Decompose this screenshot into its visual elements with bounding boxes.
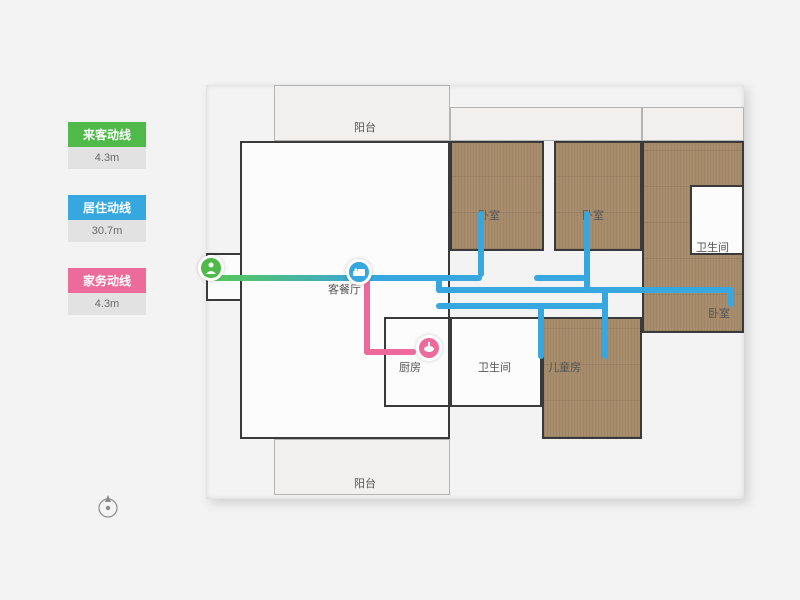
legend: 来客动线 4.3m 居住动线 30.7m 家务动线 4.3m <box>68 122 146 341</box>
room-label-balcony-top: 阳台 <box>354 119 376 135</box>
flow-segment <box>478 211 484 277</box>
room-label-kitchen: 厨房 <box>399 359 421 375</box>
flow-segment <box>364 279 370 355</box>
flow-segment <box>206 275 366 281</box>
legend-guest-value: 4.3m <box>68 147 146 169</box>
legend-living-label: 居住动线 <box>68 195 146 220</box>
flow-segment <box>534 275 588 281</box>
room-balcony-r1 <box>450 107 642 141</box>
room-label-balcony-bottom: 阳台 <box>354 475 376 491</box>
flow-segment <box>364 349 416 355</box>
room-label-bath-r: 卫生间 <box>696 239 729 255</box>
room-label-bedroom3: 卧室 <box>708 305 730 321</box>
compass-icon <box>94 492 122 520</box>
legend-house-value: 4.3m <box>68 293 146 315</box>
legend-house-label: 家务动线 <box>68 268 146 293</box>
room-bedroom2 <box>554 141 642 251</box>
legend-living-value: 30.7m <box>68 220 146 242</box>
house-flow-icon <box>416 335 442 361</box>
flow-segment <box>436 303 606 309</box>
room-children <box>542 317 642 439</box>
floor-plan: 阳台客餐厅卧室卧室卧室卫生间儿童房卫生间厨房阳台 <box>206 85 744 499</box>
flow-segment <box>728 287 734 307</box>
legend-item-guest: 来客动线 4.3m <box>68 122 146 169</box>
guest-flow-icon <box>198 255 224 281</box>
flow-segment <box>602 287 608 359</box>
room-bedroom1 <box>450 141 544 251</box>
legend-item-living: 居住动线 30.7m <box>68 195 146 242</box>
legend-item-house: 家务动线 4.3m <box>68 268 146 315</box>
room-label-bath-c: 卫生间 <box>478 359 511 375</box>
living-flow-icon <box>346 259 372 285</box>
room-balcony-r2 <box>642 107 744 141</box>
room-label-children: 儿童房 <box>548 359 581 375</box>
flow-segment <box>538 303 544 359</box>
flow-segment <box>436 275 482 281</box>
legend-guest-label: 来客动线 <box>68 122 146 147</box>
